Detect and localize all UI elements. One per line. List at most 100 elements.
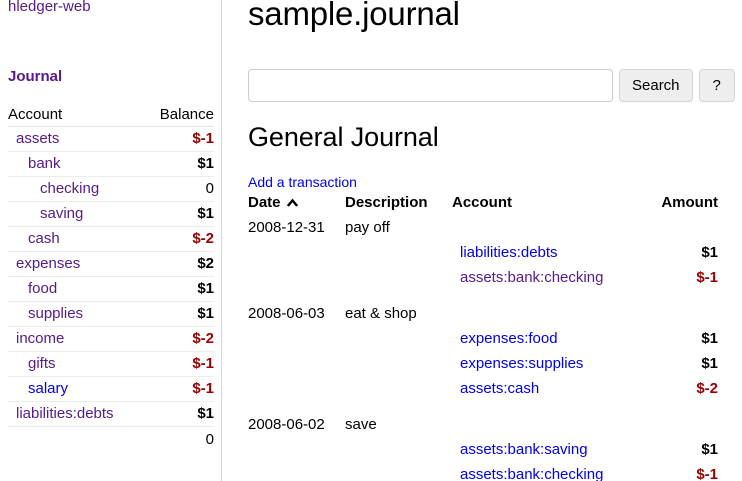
posting-account-link[interactable]: expenses:food [460,330,558,347]
account-balance-cell: $1 [144,201,214,227]
posting-account-cell: liabilities:debts [452,240,637,265]
account-row: assets $-1 [8,126,214,152]
account-name-cell: expenses [8,251,145,277]
account-row: food $1 [8,276,214,302]
accounts-header-account: Account [8,104,145,127]
account-balance-cell: $-1 [144,351,214,377]
posting-account-cell: expenses:supplies [452,351,637,376]
account-row: liabilities:debts $1 [8,401,214,427]
page-title: sample.journal [248,0,460,32]
add-transaction-link[interactable]: Add a transaction [248,174,357,190]
posting-account-link[interactable]: liabilities:debts [460,244,558,261]
posting-account-cell: assets:bank:saving [452,437,637,462]
posting-date-blank [248,462,345,481]
account-row: checking 0 [8,176,214,202]
account-name-cell: checking [8,176,145,202]
account-row: cash $-2 [8,226,214,252]
posting-amount-cell: $-1 [696,466,718,481]
journal-header-account: Account [452,194,512,211]
journal-header-description: Description [345,194,428,211]
posting-amount-cell: $1 [701,244,718,261]
account-link[interactable]: assets [16,130,60,147]
account-balance-cell: $-2 [144,226,214,252]
transaction-description: eat & shop [345,305,417,322]
account-row: supplies $1 [8,301,214,327]
account-link[interactable]: cash [28,230,60,247]
posting-date-blank [248,240,345,265]
account-link[interactable]: bank [28,155,61,172]
posting-account-link[interactable]: assets:cash [460,380,540,397]
posting-description-blank [345,326,452,351]
account-row: bank $1 [8,151,214,177]
posting-date-blank [248,351,345,376]
posting-row: expenses:food $1 [248,326,718,351]
main-content: sample.journal Search ? General Journal … [223,0,742,481]
account-link[interactable]: salary [28,380,69,397]
account-link[interactable]: supplies [28,305,84,322]
transaction-row: 2008-06-02 save [248,412,718,437]
transaction-amount-blank [637,412,718,437]
transaction-description: save [345,416,377,433]
posting-description-blank [345,351,452,376]
sort-ascending-icon [286,196,299,210]
sidebar-journal-link[interactable]: Journal [8,68,63,85]
posting-description-blank [345,376,452,401]
posting-account-link[interactable]: assets:bank:checking [460,269,604,286]
account-row: salary $-1 [8,376,214,402]
transaction-account-blank [452,412,637,437]
posting-date-blank [248,265,345,290]
account-link[interactable]: expenses [16,255,81,272]
search-input[interactable] [248,69,613,102]
account-balance-cell: $-2 [144,326,214,352]
transaction-amount-blank [637,215,718,240]
account-link[interactable]: income [16,330,65,347]
account-name-cell: liabilities:debts [8,401,145,427]
posting-account-link[interactable]: expenses:supplies [460,355,584,372]
caret-up-svg [286,198,298,207]
posting-account-link[interactable]: assets:bank:saving [460,441,588,458]
posting-description-blank [345,462,452,481]
account-link[interactable]: liabilities:debts [16,405,114,422]
account-name-cell: gifts [8,351,145,377]
account-link[interactable]: gifts [28,355,56,372]
account-balance-cell: $2 [144,251,214,277]
transaction-row: 2008-06-03 eat & shop [248,301,718,326]
section-title: General Journal [248,122,439,152]
transaction-account-blank [452,215,637,240]
accounts-table-header-row: Account Balance [8,104,214,127]
journal-header-date[interactable]: Date [248,194,345,215]
posting-amount-cell: $-1 [696,269,718,286]
account-link[interactable]: checking [40,180,100,197]
account-balance-cell: $-1 [144,126,214,152]
account-name-cell: assets [8,126,145,152]
account-balance-cell: $1 [144,151,214,177]
account-row: expenses $2 [8,251,214,277]
account-name-cell: supplies [8,301,145,327]
transaction-account-blank [452,301,637,326]
posting-account-link[interactable]: assets:bank:checking [460,466,604,481]
account-link[interactable]: saving [40,205,84,222]
help-button[interactable]: ? [698,69,735,102]
journal-header-amount: Amount [661,194,718,211]
posting-account-cell: expenses:food [452,326,637,351]
account-total-row: 0 [8,426,214,452]
search-button[interactable]: Search [619,69,693,102]
transaction-date: 2008-06-02 [248,416,325,433]
posting-amount-cell: $-2 [696,380,718,397]
posting-description-blank [345,265,452,290]
account-name-cell: bank [8,151,145,177]
account-balance-cell: 0 [144,176,214,202]
posting-amount-cell: $1 [701,330,718,347]
journal-header-row: Date Description Account Amount [248,194,718,215]
accounts-balance-table: Account Balance assets $-1 bank $1 checking 0… [8,104,214,452]
posting-row: assets:bank:checking $-1 [248,462,718,481]
transaction-spacer [248,401,718,412]
posting-row: expenses:supplies $1 [248,351,718,376]
transaction-description: pay off [345,219,390,236]
account-link[interactable]: food [28,280,58,297]
account-row: gifts $-1 [8,351,214,377]
brand-link[interactable]: hledger-web [8,0,91,15]
posting-row: liabilities:debts $1 [248,240,718,265]
posting-account-cell: assets:cash [452,376,637,401]
